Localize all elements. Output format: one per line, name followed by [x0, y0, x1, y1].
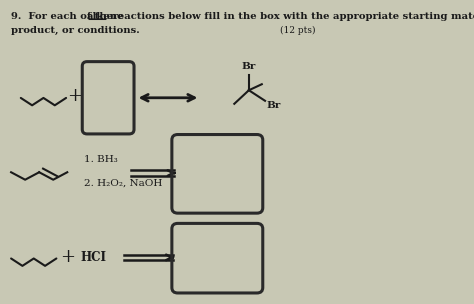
Text: Br: Br	[242, 62, 256, 71]
Text: alkene: alkene	[86, 12, 124, 21]
Text: +: +	[60, 248, 75, 266]
Text: product, or conditions.: product, or conditions.	[11, 26, 140, 34]
Text: reactions below fill in the box with the appropriate starting material,: reactions below fill in the box with the…	[109, 12, 474, 21]
Text: 1. BH₃: 1. BH₃	[84, 155, 118, 164]
Text: 9.  For each of the: 9. For each of the	[11, 12, 117, 21]
Text: 2. H₂O₂, NaOH: 2. H₂O₂, NaOH	[84, 179, 162, 188]
Text: +: +	[67, 87, 82, 105]
Text: Br: Br	[267, 101, 281, 110]
Text: HCI: HCI	[81, 251, 107, 264]
Text: (12 pts): (12 pts)	[280, 26, 315, 35]
